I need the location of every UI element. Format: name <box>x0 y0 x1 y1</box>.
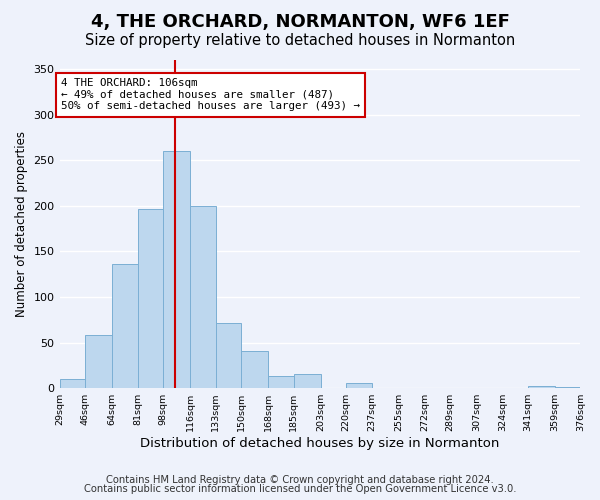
Bar <box>528 386 555 388</box>
Bar <box>555 387 580 388</box>
Bar <box>163 151 190 388</box>
Bar <box>85 335 112 388</box>
Bar <box>190 206 215 388</box>
Bar <box>268 376 294 388</box>
Text: 4, THE ORCHARD, NORMANTON, WF6 1EF: 4, THE ORCHARD, NORMANTON, WF6 1EF <box>91 12 509 30</box>
Text: 4 THE ORCHARD: 106sqm
← 49% of detached houses are smaller (487)
50% of semi-det: 4 THE ORCHARD: 106sqm ← 49% of detached … <box>61 78 360 112</box>
Y-axis label: Number of detached properties: Number of detached properties <box>15 131 28 317</box>
X-axis label: Distribution of detached houses by size in Normanton: Distribution of detached houses by size … <box>140 437 500 450</box>
Bar <box>59 379 85 388</box>
Bar <box>346 382 372 388</box>
Bar <box>215 324 241 388</box>
Text: Contains public sector information licensed under the Open Government Licence v3: Contains public sector information licen… <box>84 484 516 494</box>
Bar <box>294 374 321 388</box>
Text: Contains HM Land Registry data © Crown copyright and database right 2024.: Contains HM Land Registry data © Crown c… <box>106 475 494 485</box>
Bar <box>241 350 268 388</box>
Bar <box>112 264 137 388</box>
Bar <box>137 210 163 388</box>
Text: Size of property relative to detached houses in Normanton: Size of property relative to detached ho… <box>85 34 515 48</box>
